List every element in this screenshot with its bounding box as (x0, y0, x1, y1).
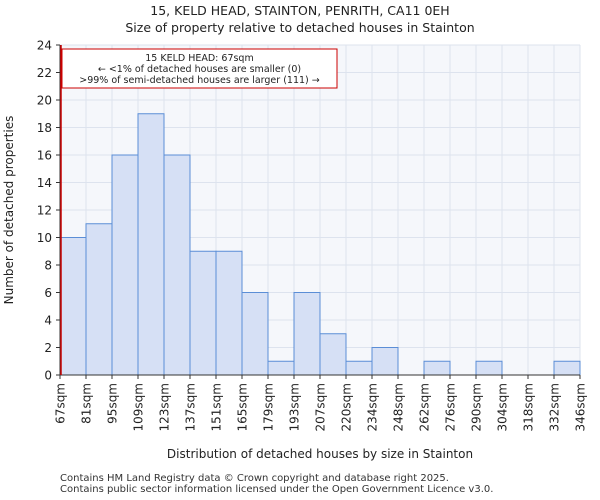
y-tick-label: 20 (37, 94, 52, 108)
bar (59, 237, 87, 376)
y-tick-label: 2 (44, 341, 52, 355)
x-tick-label: 193sqm (288, 383, 302, 431)
bar (371, 347, 399, 376)
y-tick-label: 16 (37, 149, 52, 163)
x-tick-label: 165sqm (236, 383, 250, 431)
annotation-box (61, 48, 338, 89)
x-tick-label: 207sqm (314, 383, 328, 431)
y-tick-label: 8 (44, 259, 52, 273)
annotation-line-2: ← <1% of detached houses are smaller (0) (98, 64, 301, 75)
bar (423, 360, 451, 376)
annotation: 15 KELD HEAD: 67sqm ← <1% of detached ho… (61, 48, 338, 89)
x-tick-label: 248sqm (392, 383, 406, 431)
x-tick-label: 290sqm (470, 383, 484, 431)
y-tick-label: 10 (37, 231, 52, 245)
x-tick-label: 67sqm (54, 383, 68, 424)
bar (553, 360, 581, 376)
bar (111, 154, 139, 376)
x-tick-label: 109sqm (132, 383, 146, 431)
x-tick-label: 234sqm (366, 383, 380, 431)
x-tick-label: 262sqm (418, 383, 432, 431)
y-tick-label: 0 (44, 369, 52, 383)
y-tick-label: 4 (44, 314, 52, 328)
bar (293, 292, 321, 376)
y-tick-label: 6 (44, 286, 52, 300)
y-tick-label: 24 (37, 39, 52, 53)
y-tick-label: 22 (37, 66, 52, 80)
bar (345, 360, 373, 376)
bar (163, 154, 191, 376)
bars (59, 113, 581, 376)
x-axis-label: Distribution of detached houses by size … (167, 447, 473, 461)
bar (85, 223, 113, 376)
x-tick-label: 276sqm (444, 383, 458, 431)
x-tick-label: 137sqm (184, 383, 198, 431)
y-tick-label: 18 (37, 121, 52, 135)
x-tick-label: 332sqm (548, 383, 562, 431)
footer-line-2: Contains public sector information licen… (60, 484, 494, 495)
x-tick-label: 220sqm (340, 383, 354, 431)
x-tick-label: 179sqm (262, 383, 276, 431)
annotation-line-3: >99% of semi-detached houses are larger … (79, 75, 320, 86)
bar (267, 360, 295, 376)
chart-subtitle: Size of property relative to detached ho… (125, 20, 474, 35)
bar (189, 250, 217, 376)
bar (137, 113, 165, 376)
x-tick-label: 81sqm (80, 383, 94, 424)
x-tick-label: 318sqm (522, 383, 536, 431)
x-tick-label: 346sqm (574, 383, 588, 431)
bar (319, 333, 347, 376)
footer-line-1: Contains HM Land Registry data © Crown c… (60, 473, 449, 484)
bar (241, 292, 269, 376)
y-axis-label: Number of detached properties (2, 116, 16, 305)
x-tick-label: 123sqm (158, 383, 172, 431)
chart-title: 15, KELD HEAD, STAINTON, PENRITH, CA11 0… (150, 3, 449, 18)
y-tick-label: 12 (37, 204, 52, 218)
x-tick-label: 95sqm (106, 383, 120, 424)
annotation-line-1: 15 KELD HEAD: 67sqm (145, 53, 253, 64)
bar (475, 360, 503, 376)
bar (215, 250, 243, 376)
x-tick-label: 304sqm (496, 383, 510, 431)
y-tick-label: 14 (37, 176, 52, 190)
x-tick-label: 151sqm (210, 383, 224, 431)
